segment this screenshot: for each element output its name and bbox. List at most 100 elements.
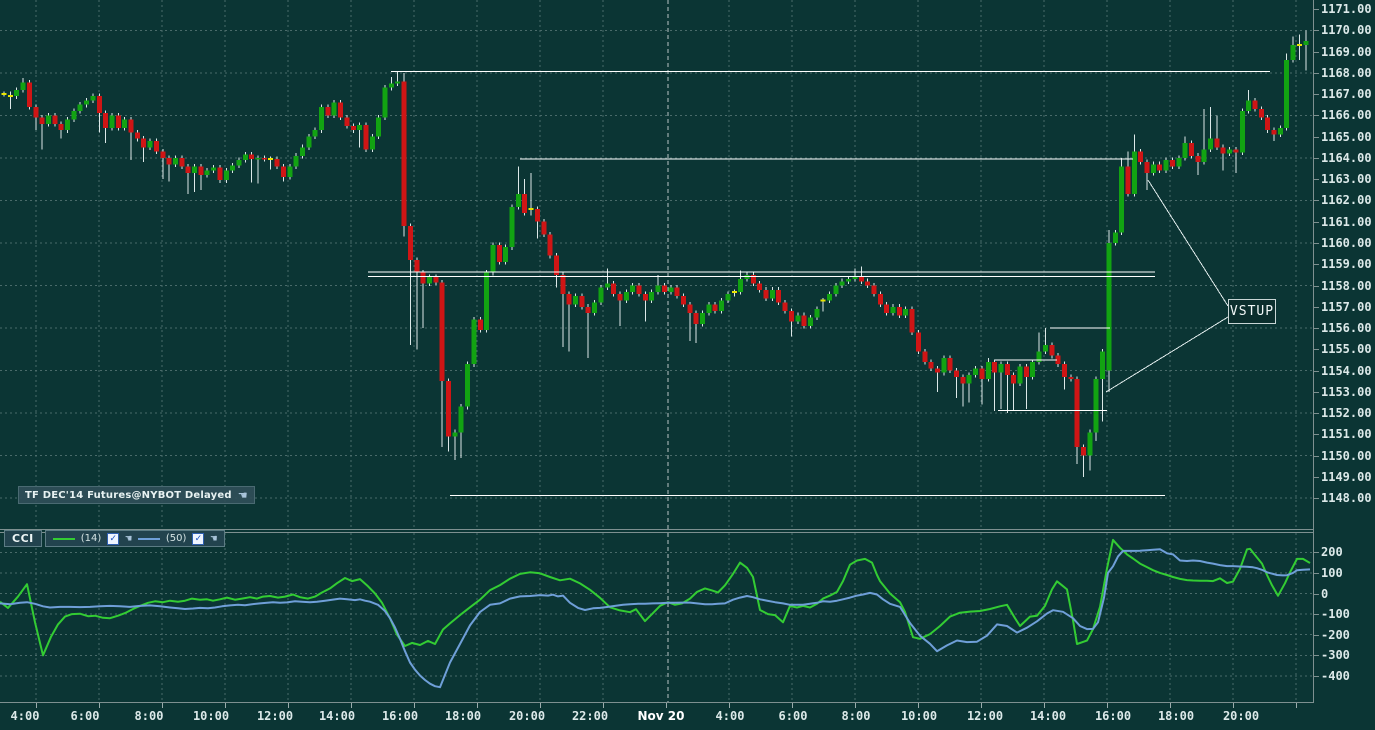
candle <box>604 283 610 288</box>
price-axis-label: 1167.00 <box>1321 87 1372 102</box>
candle <box>642 294 648 301</box>
hand-icon[interactable]: ☚ <box>125 532 132 545</box>
candle <box>896 306 902 316</box>
candle <box>877 294 883 305</box>
candle <box>369 136 375 150</box>
panel-divider-top <box>0 529 1313 530</box>
candle <box>1195 155 1201 163</box>
candle <box>77 104 83 112</box>
candle <box>223 170 229 181</box>
callout-line <box>1147 179 1229 307</box>
candle <box>433 277 439 283</box>
candle <box>1252 100 1258 109</box>
time-tick <box>981 703 982 708</box>
doji-candle <box>1 93 7 96</box>
price-axis-label: 1162.00 <box>1321 193 1372 208</box>
candle <box>1246 100 1252 112</box>
series-visibility-checkbox[interactable]: ✓ <box>192 532 205 545</box>
candle <box>814 308 820 318</box>
price-panel[interactable] <box>0 0 1313 530</box>
time-axis-label: Nov 20 <box>637 709 685 723</box>
hand-icon[interactable]: ☚ <box>210 532 218 545</box>
candle <box>312 130 318 137</box>
price-axis-label: 1160.00 <box>1321 235 1372 250</box>
candle <box>661 285 667 292</box>
candle <box>1157 164 1163 171</box>
candle <box>1233 149 1239 153</box>
candle <box>1093 379 1099 433</box>
candle <box>1208 138 1213 150</box>
price-axis-label: 1150.00 <box>1321 448 1372 463</box>
candle <box>465 364 471 407</box>
series-visibility-checkbox[interactable]: ✓ <box>107 532 120 545</box>
candle <box>52 115 58 124</box>
candle <box>204 170 210 175</box>
candle <box>26 82 32 107</box>
candle <box>623 291 629 301</box>
instrument-badge[interactable]: TF DEC'14 Futures@NYBOT Delayed ☚ <box>18 486 255 504</box>
candle <box>103 113 109 129</box>
cci-tick <box>1313 634 1319 636</box>
price-tick <box>1313 200 1319 202</box>
price-axis-label: 1163.00 <box>1321 172 1372 187</box>
price-axis-label: 1169.00 <box>1321 44 1372 59</box>
candle <box>1106 242 1112 371</box>
candle <box>719 300 725 312</box>
candle <box>128 119 134 133</box>
price-tick <box>1313 30 1319 32</box>
candle <box>20 82 26 90</box>
candle <box>1290 45 1296 61</box>
price-axis-label: 1166.00 <box>1321 108 1372 123</box>
candle <box>350 125 356 131</box>
candle <box>471 319 477 365</box>
candle <box>1176 157 1182 167</box>
candle <box>319 106 324 131</box>
candle <box>941 357 947 373</box>
annotation-callout[interactable]: VSTUP <box>1228 299 1276 324</box>
candle <box>998 364 1004 373</box>
candle <box>687 304 693 314</box>
time-tick <box>225 703 226 708</box>
candle <box>592 302 598 314</box>
candle <box>522 194 528 214</box>
candle <box>236 160 242 166</box>
candle <box>477 319 483 331</box>
cci-line-50 <box>0 548 1311 689</box>
time-tick <box>162 703 163 708</box>
hand-icon[interactable]: ☚ <box>237 488 248 502</box>
candle <box>788 311 794 322</box>
candle <box>1004 364 1010 375</box>
time-tick <box>540 703 541 708</box>
candle <box>1081 447 1086 456</box>
candle <box>490 245 496 273</box>
candle <box>566 294 572 305</box>
candle <box>922 351 928 363</box>
candle <box>617 294 623 301</box>
candle <box>700 313 705 324</box>
candle <box>534 208 540 222</box>
indicator-title-chip[interactable]: CCI <box>4 530 42 547</box>
price-tick <box>1313 72 1319 74</box>
candle <box>1055 355 1061 365</box>
candle <box>1220 147 1226 154</box>
price-axis-label: 1153.00 <box>1321 384 1372 399</box>
time-tick <box>414 703 415 708</box>
cci-tick <box>1313 572 1319 574</box>
time-axis-label: 20:00 <box>508 709 546 723</box>
price-axis-label: 1148.00 <box>1321 491 1372 506</box>
doji-candle <box>731 290 737 293</box>
candle <box>541 221 547 235</box>
time-axis-label: 20:00 <box>1222 709 1260 723</box>
cci-panel[interactable] <box>0 533 1313 702</box>
cci-tick <box>1313 614 1319 616</box>
price-tick <box>1313 179 1319 181</box>
price-tick <box>1313 221 1319 223</box>
series-line-swatch <box>52 537 75 540</box>
price-axis-label: 1152.00 <box>1321 406 1372 421</box>
time-axis-label: 12:00 <box>966 709 1004 723</box>
indicator-legend: CCI (14) ✓ ☚ (50) ✓ ☚ <box>4 530 226 547</box>
candle <box>446 381 451 437</box>
candle <box>344 117 350 126</box>
candle <box>484 272 490 331</box>
candle <box>414 259 420 273</box>
